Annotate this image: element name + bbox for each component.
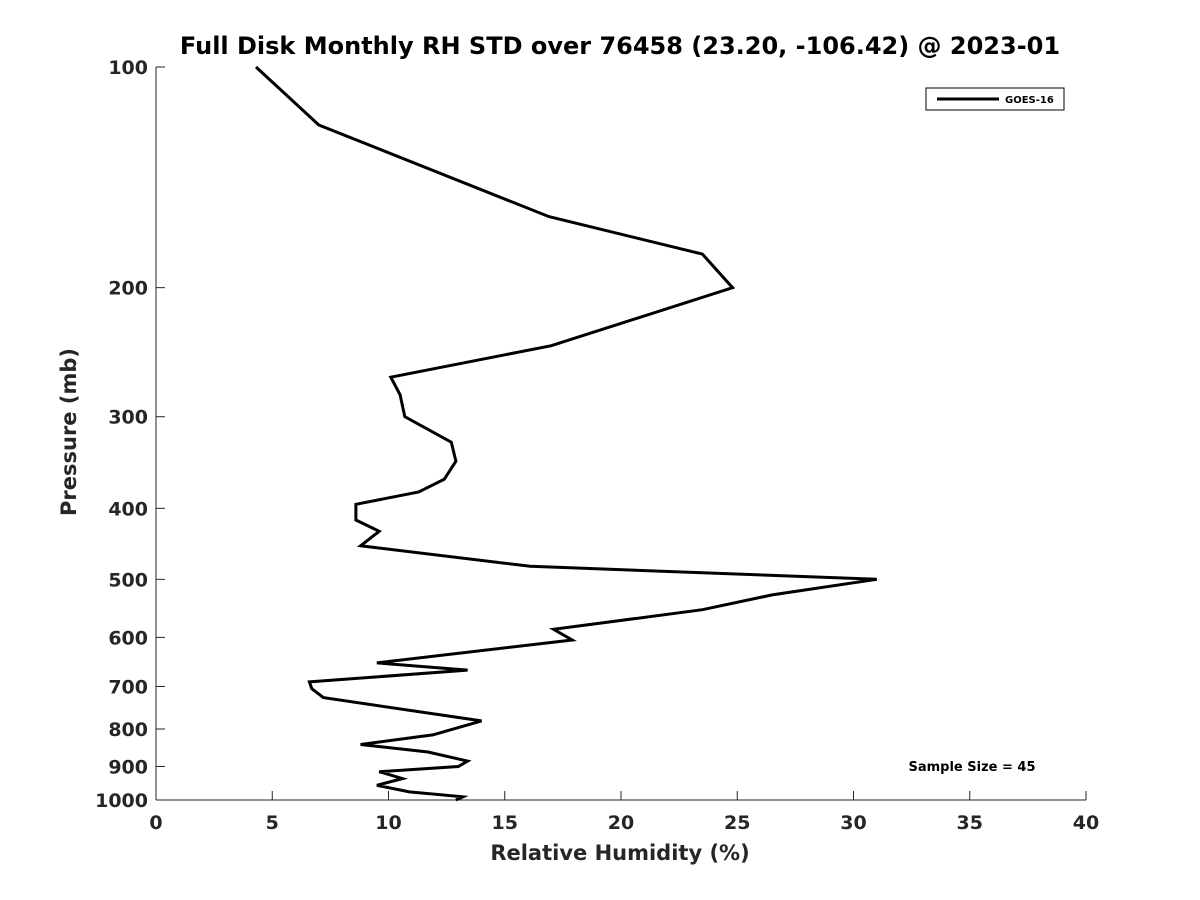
legend: GOES-16 [925,87,1065,111]
x-tick-label: 40 [1073,812,1099,834]
x-tick-label: 10 [375,812,401,834]
x-tick-label: 0 [149,812,162,834]
y-tick-label: 700 [108,676,148,698]
y-axis-ticks: 100 200 300 400 500 600 700 800 900 1000 [95,57,165,812]
x-tick-label: 5 [266,812,279,834]
y-tick-label: 400 [108,498,148,520]
sample-size-annotation: Sample Size = 45 [908,760,1035,775]
series-layer [254,65,878,802]
y-tick-label: 200 [108,278,148,300]
y-axis-label: Pressure (mb) [57,348,81,516]
y-tick-label: 600 [108,627,148,649]
x-tick-label: 30 [840,812,866,834]
legend-label: GOES-16 [1005,95,1054,106]
x-axis-ticks: 0 5 10 15 20 25 30 35 40 [149,791,1099,834]
x-axis-label: Relative Humidity (%) [490,841,749,865]
series-line-goes-16 [254,65,878,802]
y-tick-label: 1000 [95,790,148,812]
x-tick-label: 35 [957,812,983,834]
x-tick-label: 15 [492,812,518,834]
y-tick-label: 300 [108,407,148,429]
chart-title: Full Disk Monthly RH STD over 76458 (23.… [180,32,1060,60]
y-tick-label: 100 [108,57,148,79]
y-tick-label: 800 [108,719,148,741]
y-tick-label: 900 [108,756,148,778]
x-tick-label: 25 [724,812,750,834]
y-tick-label: 500 [108,569,148,591]
x-tick-label: 20 [608,812,634,834]
